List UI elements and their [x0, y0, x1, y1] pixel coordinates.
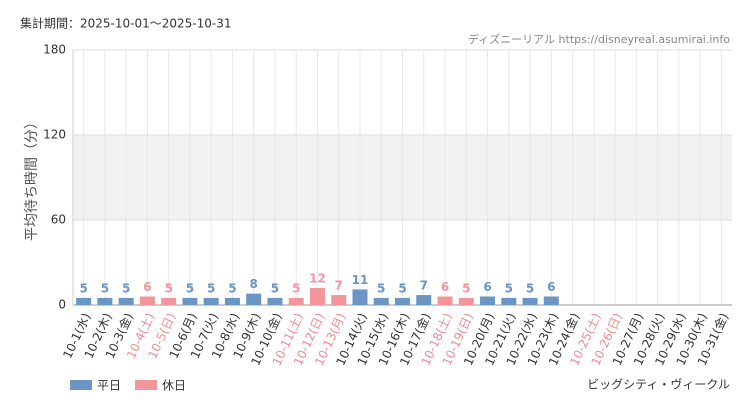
- value-label: 5: [526, 281, 534, 295]
- value-label: 5: [207, 281, 215, 295]
- y-tick-label: 0: [58, 298, 66, 312]
- value-label: 5: [292, 281, 300, 295]
- y-axis-label: 平均待ち時間（分）: [24, 115, 40, 241]
- bar: [203, 297, 219, 305]
- bar: [395, 297, 410, 305]
- bar: [373, 297, 389, 305]
- bar: [182, 297, 198, 305]
- bar: [97, 297, 113, 305]
- value-label: 5: [101, 281, 109, 295]
- legend-label: 休日: [162, 379, 186, 393]
- value-label: 8: [250, 277, 258, 291]
- value-label: 5: [462, 281, 470, 295]
- bar: [416, 295, 432, 305]
- bar: [480, 296, 496, 305]
- bar: [458, 297, 474, 305]
- source: ディズニーリアル https://disneyreal.asumirai.inf…: [468, 32, 730, 46]
- bar: [543, 296, 559, 305]
- value-label: 6: [143, 280, 151, 294]
- value-label: 5: [271, 281, 279, 295]
- bar: [224, 297, 240, 305]
- bar: [352, 289, 368, 305]
- value-label: 6: [547, 280, 555, 294]
- bar: [288, 297, 304, 305]
- value-label: 7: [420, 279, 428, 293]
- legend-label: 平日: [97, 379, 121, 393]
- value-label: 5: [505, 281, 513, 295]
- value-label: 5: [398, 281, 406, 295]
- bar: [76, 297, 92, 305]
- bar: [267, 297, 283, 305]
- bar: [522, 297, 538, 305]
- value-label: 5: [377, 281, 385, 295]
- bar: [118, 297, 134, 305]
- value-label: 11: [352, 273, 369, 287]
- bar: [139, 296, 155, 305]
- value-label: 5: [122, 281, 130, 295]
- value-label: 7: [335, 279, 343, 293]
- legend-swatch: [70, 380, 92, 390]
- bar: [437, 296, 453, 305]
- attraction-name: ビッグシティ・ヴィークル: [587, 377, 730, 392]
- y-tick-label: 60: [51, 213, 66, 227]
- chart-title: 集計期間：2025-10-01～2025-10-31: [20, 16, 231, 31]
- value-label: 5: [186, 281, 194, 295]
- bar: [246, 293, 262, 305]
- y-tick-label: 120: [43, 128, 66, 142]
- bar: [161, 297, 177, 305]
- value-label: 5: [164, 281, 172, 295]
- value-label: 6: [441, 280, 449, 294]
- legend-swatch: [135, 380, 157, 390]
- bar: [501, 297, 517, 305]
- bar: [331, 295, 347, 305]
- value-label: 6: [483, 280, 491, 294]
- value-label: 5: [79, 281, 87, 295]
- value-label: 5: [228, 281, 236, 295]
- bar: [309, 288, 325, 305]
- y-tick-label: 180: [43, 43, 66, 57]
- value-label: 12: [309, 272, 326, 286]
